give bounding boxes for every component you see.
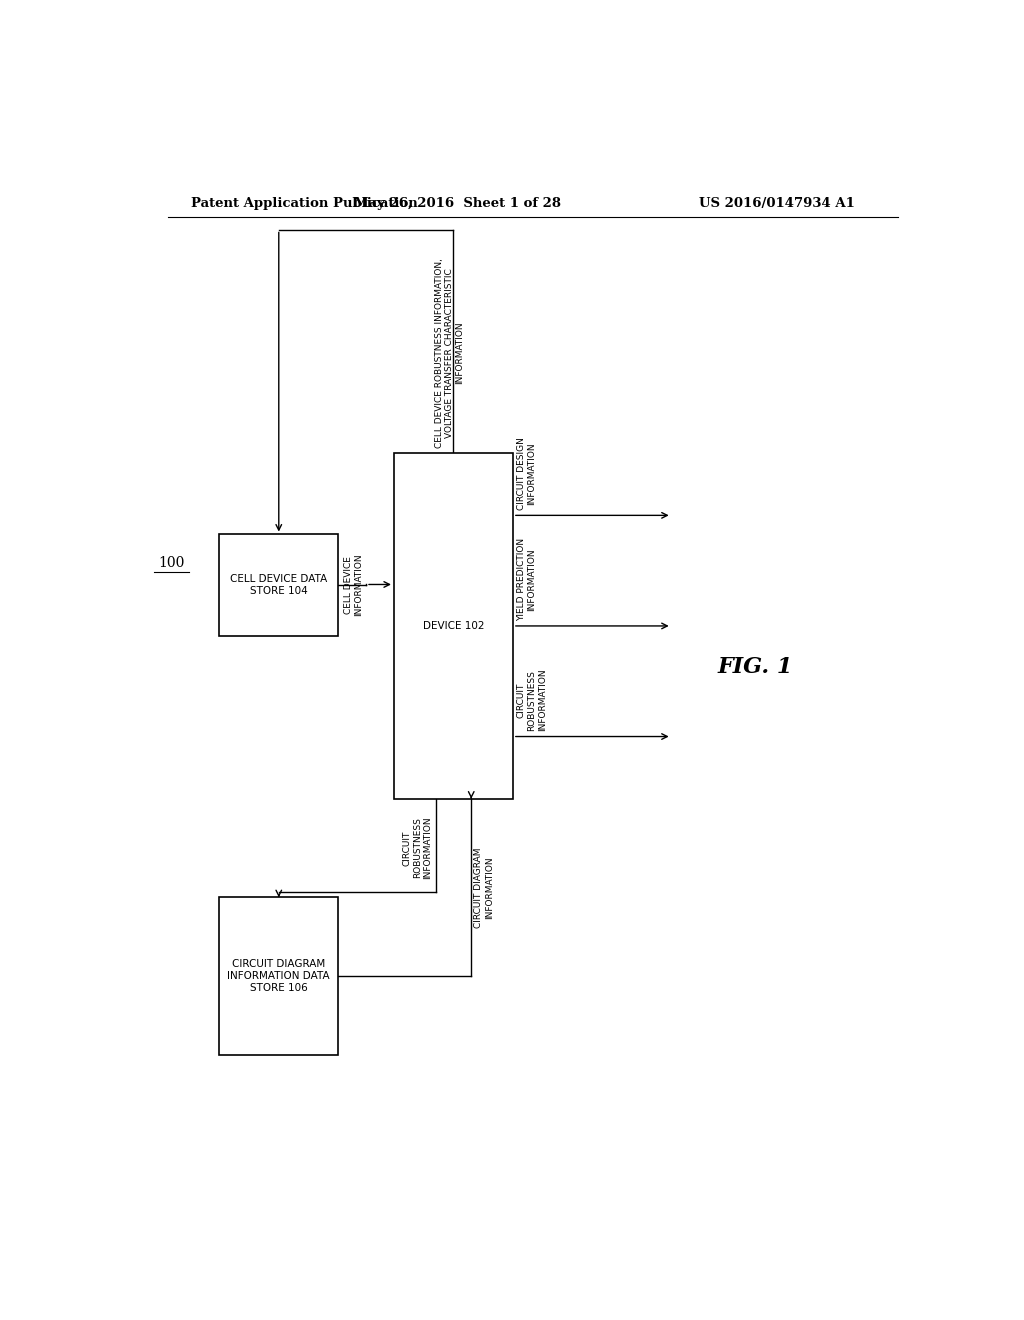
FancyBboxPatch shape: [394, 453, 513, 799]
Text: CIRCUIT DIAGRAM
INFORMATION DATA
STORE 106: CIRCUIT DIAGRAM INFORMATION DATA STORE 1…: [227, 960, 330, 993]
Text: CELL DEVICE ROBUSTNESS INFORMATION,
VOLTAGE TRANSFER CHARACTERISTIC
INFORMATION: CELL DEVICE ROBUSTNESS INFORMATION, VOLT…: [434, 259, 464, 447]
Text: Patent Application Publication: Patent Application Publication: [191, 197, 418, 210]
Text: CIRCUIT
ROBUSTNESS
INFORMATION: CIRCUIT ROBUSTNESS INFORMATION: [517, 669, 547, 731]
Text: CELL DEVICE DATA
STORE 104: CELL DEVICE DATA STORE 104: [230, 574, 328, 597]
Text: YIELD PREDICTION
INFORMATION: YIELD PREDICTION INFORMATION: [517, 537, 537, 620]
Text: CIRCUIT DESIGN
INFORMATION: CIRCUIT DESIGN INFORMATION: [517, 437, 537, 511]
FancyBboxPatch shape: [219, 898, 338, 1055]
Text: May 26, 2016  Sheet 1 of 28: May 26, 2016 Sheet 1 of 28: [354, 197, 561, 210]
Text: DEVICE 102: DEVICE 102: [423, 620, 484, 631]
Text: CIRCUIT DIAGRAM
INFORMATION: CIRCUIT DIAGRAM INFORMATION: [474, 847, 494, 928]
Text: CIRCUIT
ROBUSTNESS
INFORMATION: CIRCUIT ROBUSTNESS INFORMATION: [402, 817, 432, 879]
Text: 100: 100: [159, 556, 185, 570]
FancyBboxPatch shape: [219, 535, 338, 636]
Text: US 2016/0147934 A1: US 2016/0147934 A1: [699, 197, 855, 210]
Text: CELL DEVICE
INFORMATION: CELL DEVICE INFORMATION: [343, 553, 362, 616]
Text: FIG. 1: FIG. 1: [717, 656, 793, 677]
